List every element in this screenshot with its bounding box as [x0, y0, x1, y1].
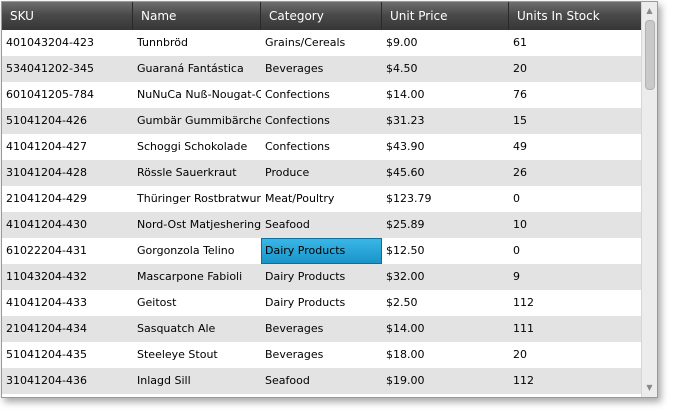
table-row[interactable]: 21041204-429 Thüringer Rostbratwurst Meat/…: [2, 186, 641, 212]
cell-sku[interactable]: 41041204-430: [6, 218, 87, 231]
table-row[interactable]: 21041204-434 Sasquatch Ale Beverages $14.00…: [2, 316, 641, 342]
product-data-grid[interactable]: SKU Name Category Unit Price Units In St…: [1, 1, 658, 398]
cell-category[interactable]: Beverages: [265, 348, 324, 361]
table-row[interactable]: 51041204-426 Gumbär Gummibärchen Confectio…: [2, 108, 641, 134]
cell-unit-price[interactable]: $19.00: [386, 374, 425, 387]
cell-name[interactable]: Nord-Ost Matjeshering: [137, 218, 261, 231]
scroll-up-arrow-icon[interactable]: ▲: [646, 6, 653, 15]
cell-units-in-stock[interactable]: 111: [513, 322, 534, 335]
cell-category[interactable]: Dairy Products: [261, 238, 382, 264]
table-row[interactable]: 41041204-427 Schoggi Schokolade Confection…: [2, 134, 641, 160]
cell-units-in-stock[interactable]: 76: [513, 88, 527, 101]
cell-sku[interactable]: 41041204-427: [6, 140, 87, 153]
cell-sku[interactable]: 31041204-428: [6, 166, 87, 179]
cell-sku[interactable]: 534041202-345: [6, 62, 94, 75]
cell-name[interactable]: Thüringer Rostbratwurst: [137, 192, 261, 205]
cell-sku[interactable]: 21041204-434: [6, 322, 87, 335]
cell-units-in-stock[interactable]: 112: [513, 374, 534, 387]
cell-name[interactable]: Mascarpone Fabioli: [137, 270, 243, 283]
cell-name[interactable]: Inlagd Sill: [137, 374, 191, 387]
cell-units-in-stock[interactable]: 49: [513, 140, 527, 153]
cell-name[interactable]: Rössle Sauerkraut: [137, 166, 237, 179]
table-row[interactable]: 31041204-436 Inlagd Sill Seafood $19.00 112: [2, 368, 641, 394]
cell-unit-price[interactable]: $14.00: [386, 322, 425, 335]
cell-units-in-stock[interactable]: 26: [513, 166, 527, 179]
cell-name[interactable]: Gorgonzola Telino: [137, 244, 235, 257]
table-row[interactable]: 51041204-435 Steeleye Stout Beverages $18.0…: [2, 342, 641, 368]
table-row[interactable]: 61022204-431 Gorgonzola Telino Dairy Produ…: [2, 238, 641, 264]
cell-sku[interactable]: 601041205-784: [6, 88, 94, 101]
cell-unit-price[interactable]: $43.90: [386, 140, 425, 153]
cell-category[interactable]: Seafood: [265, 218, 310, 231]
table-row[interactable]: 41041204-430 Nord-Ost Matjeshering Seafood…: [2, 212, 641, 238]
cell-units-in-stock[interactable]: 0: [513, 244, 520, 257]
cell-category[interactable]: Beverages: [265, 322, 324, 335]
cell-category[interactable]: Dairy Products: [265, 270, 346, 283]
cell-category[interactable]: Dairy Products: [265, 296, 346, 309]
cell-sku[interactable]: 31041204-436: [6, 374, 87, 387]
cell-units-in-stock[interactable]: 9: [513, 270, 520, 283]
cell-unit-price[interactable]: $32.00: [386, 270, 425, 283]
cell-name[interactable]: Sasquatch Ale: [137, 322, 216, 335]
table-row[interactable]: 534041202-345 Guaraná Fantástica Beverages…: [2, 56, 641, 82]
cell-name[interactable]: Gumbär Gummibärchen: [137, 114, 261, 127]
cell-name[interactable]: Tunnbröd: [137, 36, 188, 49]
cell-unit-price[interactable]: $123.79: [386, 192, 432, 205]
cell-unit-price[interactable]: $18.00: [386, 348, 425, 361]
cell-category[interactable]: Beverages: [265, 62, 324, 75]
cell-units-in-stock[interactable]: 0: [513, 192, 520, 205]
cell-sku[interactable]: 51041204-435: [6, 348, 87, 361]
cell-sku[interactable]: 51041204-426: [6, 114, 87, 127]
cell-unit-price[interactable]: $12.50: [386, 244, 425, 257]
cell-category[interactable]: Seafood: [265, 374, 310, 387]
cell-sku[interactable]: 21041204-429: [6, 192, 87, 205]
cell-sku[interactable]: 61022204-431: [6, 244, 87, 257]
cell-category[interactable]: Confections: [265, 88, 330, 101]
cell-units-in-stock[interactable]: 61: [513, 36, 527, 49]
cell-sku[interactable]: 401043204-423: [6, 36, 94, 49]
scroll-down-arrow-icon[interactable]: ▼: [646, 383, 653, 392]
scrollbar-thumb[interactable]: [645, 20, 655, 90]
cell-unit-price[interactable]: $25.89: [386, 218, 425, 231]
cell-units-in-stock[interactable]: 112: [513, 296, 534, 309]
table-row[interactable]: 601041205-784 NuNuCa Nuß-Nougat-Creme Conf…: [2, 82, 641, 108]
cell-category[interactable]: Grains/Cereals: [265, 36, 346, 49]
cell-category[interactable]: Confections: [265, 140, 330, 153]
cell-unit-price[interactable]: $4.50: [386, 62, 418, 75]
cell-name[interactable]: Guaraná Fantástica: [137, 62, 244, 75]
cell-units-in-stock[interactable]: 20: [513, 348, 527, 361]
cell-units-in-stock[interactable]: 20: [513, 62, 527, 75]
column-header-sku[interactable]: SKU: [2, 2, 133, 30]
cell-name[interactable]: NuNuCa Nuß-Nougat-Creme: [137, 88, 261, 101]
column-header-units-in-stock[interactable]: Units In Stock: [517, 9, 600, 23]
cell-unit-price[interactable]: $14.00: [386, 88, 425, 101]
cell-unit-price[interactable]: $2.50: [386, 296, 418, 309]
table-row[interactable]: 41041204-433 Geitost Dairy Products $2.50 11…: [2, 290, 641, 316]
vertical-scrollbar[interactable]: ▲ ▼: [641, 2, 657, 397]
cell-category[interactable]: Produce: [265, 166, 310, 179]
cell-name[interactable]: Steeleye Stout: [137, 348, 218, 361]
column-header-unit-price[interactable]: Unit Price: [382, 2, 509, 30]
cell-units-in-stock[interactable]: 15: [513, 114, 527, 127]
grid-body: 401043204-423 Tunnbröd Grains/Cereals $9.00…: [2, 30, 641, 397]
column-header-category[interactable]: Category: [261, 2, 382, 30]
cell-unit-price[interactable]: $9.00: [386, 36, 418, 49]
table-row[interactable]: 11043204-432 Mascarpone Fabioli Dairy Prod…: [2, 264, 641, 290]
cell-name[interactable]: Geitost: [137, 296, 177, 309]
grid-header: SKU Name Category Unit Price Units In St…: [2, 2, 641, 30]
cell-units-in-stock[interactable]: 10: [513, 218, 527, 231]
table-row[interactable]: 401043204-423 Tunnbröd Grains/Cereals $9.00…: [2, 30, 641, 56]
cell-category[interactable]: Confections: [265, 114, 330, 127]
cell-name[interactable]: Schoggi Schokolade: [137, 140, 248, 153]
cell-category[interactable]: Meat/Poultry: [265, 192, 335, 205]
table-row[interactable]: 31041204-428 Rössle Sauerkraut Produce $45.…: [2, 160, 641, 186]
cell-unit-price[interactable]: $31.23: [386, 114, 425, 127]
cell-sku[interactable]: 11043204-432: [6, 270, 87, 283]
column-header-name[interactable]: Name: [133, 2, 261, 30]
cell-unit-price[interactable]: $45.60: [386, 166, 425, 179]
cell-sku[interactable]: 41041204-433: [6, 296, 87, 309]
